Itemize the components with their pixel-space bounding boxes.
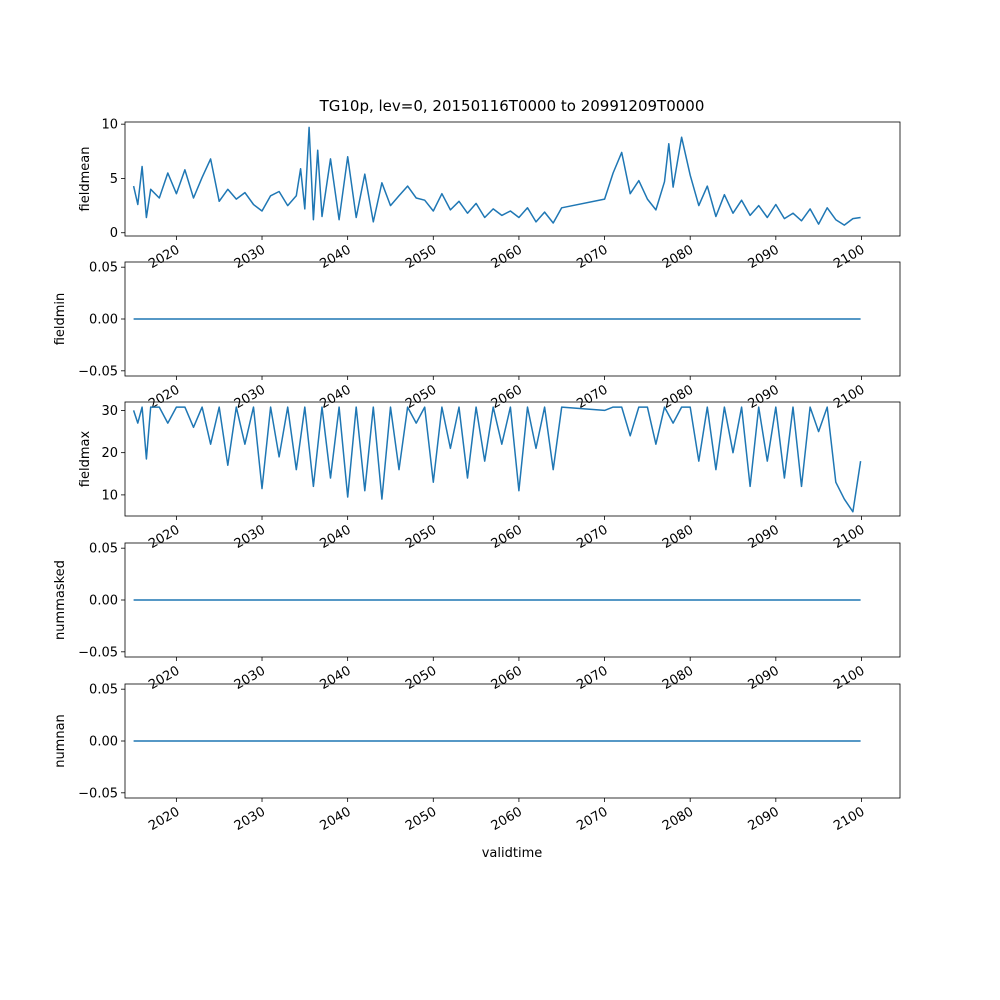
y-axis-label: numnan (53, 714, 68, 768)
y-axis-label: fieldmin (53, 293, 68, 346)
y-tick-label: 10 (101, 118, 118, 133)
y-tick-label: 0.00 (89, 313, 118, 328)
y-tick-label: −0.05 (78, 364, 118, 379)
y-tick-label: 5 (110, 172, 118, 187)
axes-frame (124, 401, 901, 517)
axes-frame (124, 121, 901, 237)
y-tick-label: 10 (101, 488, 118, 503)
y-axis-label: fieldmean (78, 147, 93, 212)
y-tick-label: −0.05 (78, 645, 118, 660)
series-line-fieldmean (132, 126, 861, 226)
y-tick-label: 0.05 (89, 261, 118, 276)
y-tick-label: 20 (101, 446, 118, 461)
y-tick-label: −0.05 (78, 786, 118, 801)
y-axis-label: fieldmax (78, 431, 93, 488)
y-tick-label: 0.00 (89, 735, 118, 750)
y-axis-label: nummasked (53, 560, 68, 640)
y-tick-label: 0.05 (89, 542, 118, 557)
x-axis-label: validtime (482, 846, 543, 861)
chart-title: TG10p, lev=0, 20150116T0000 to 20991209T… (319, 97, 705, 115)
y-tick-label: 0 (110, 226, 118, 241)
series-line-fieldmax (132, 406, 862, 513)
y-tick-label: 0.05 (89, 683, 118, 698)
y-tick-label: 0.00 (89, 594, 118, 609)
y-tick-label: 30 (101, 404, 118, 419)
